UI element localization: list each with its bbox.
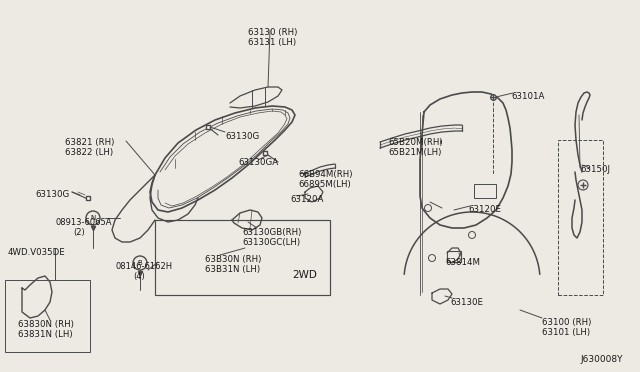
Text: B: B [138,260,142,266]
Text: 63B31N (LH): 63B31N (LH) [205,265,260,274]
Bar [558,140,603,295]
Text: 66B94M(RH): 66B94M(RH) [298,170,353,179]
Text: 65B21M(LH): 65B21M(LH) [388,148,442,157]
Bar [155,220,330,295]
Text: 66895M(LH): 66895M(LH) [298,180,351,189]
Text: 63120A: 63120A [290,195,323,204]
Text: 63130GA: 63130GA [238,158,278,167]
Text: 63130GC(LH): 63130GC(LH) [242,238,300,247]
Bar [447,251,461,262]
Text: 63B30N (RH): 63B30N (RH) [205,255,261,264]
Text: 63830N (RH): 63830N (RH) [18,320,74,329]
Text: 63101A: 63101A [511,92,545,101]
Text: 63821 (RH): 63821 (RH) [65,138,115,147]
Text: 63131 (LH): 63131 (LH) [248,38,296,47]
Text: 63100 (RH): 63100 (RH) [542,318,591,327]
Text: 63130G: 63130G [35,190,69,199]
Text: 63130G: 63130G [225,132,259,141]
Text: 08146-6162H: 08146-6162H [115,262,172,271]
Text: 63130 (RH): 63130 (RH) [248,28,298,37]
Text: 63101 (LH): 63101 (LH) [542,328,590,337]
Text: 63814M: 63814M [445,258,480,267]
Text: J630008Y: J630008Y [580,355,623,364]
Text: 63130E: 63130E [450,298,483,307]
Text: 2WD: 2WD [292,270,317,280]
Text: 08913-6065A: 08913-6065A [55,218,111,227]
Text: 63150J: 63150J [580,165,610,174]
Bar [474,184,496,198]
Bar [5,280,90,352]
Text: 63831N (LH): 63831N (LH) [18,330,72,339]
Text: 63120E: 63120E [468,205,501,214]
Text: 4WD.V035DE: 4WD.V035DE [8,248,66,257]
Text: (2): (2) [73,228,84,237]
Text: (4): (4) [133,272,145,281]
Text: 63822 (LH): 63822 (LH) [65,148,113,157]
Text: N: N [90,215,95,221]
Text: 63130GB(RH): 63130GB(RH) [242,228,301,237]
Text: 65B20M(RH): 65B20M(RH) [388,138,443,147]
